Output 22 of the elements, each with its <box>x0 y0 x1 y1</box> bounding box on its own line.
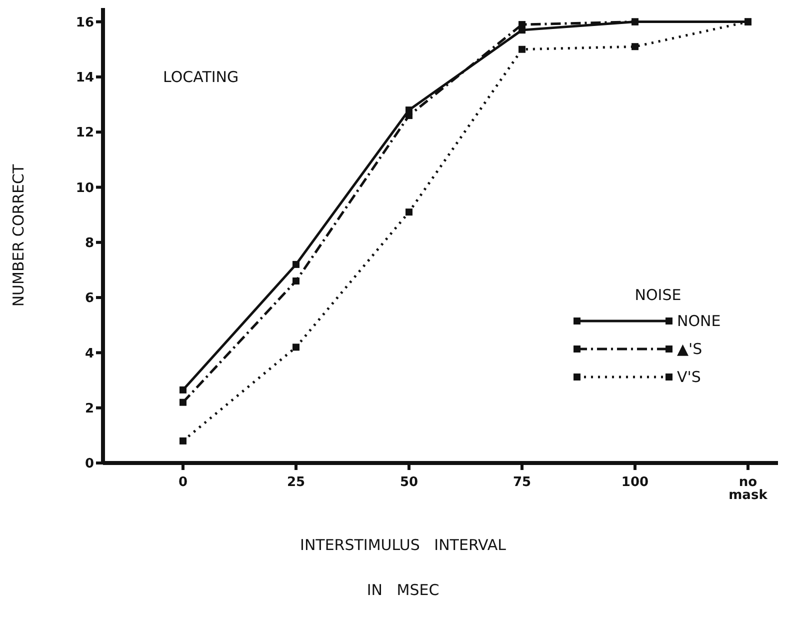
legend-label: V'S <box>677 368 701 386</box>
y-tick-label: 6 <box>84 291 94 306</box>
y-tick-label: 4 <box>84 346 94 362</box>
x-tick-label: 75 <box>512 475 532 490</box>
y-tick-label: 0 <box>84 456 94 472</box>
legend-label: ▲'S <box>677 340 702 358</box>
x-tick-label: 100 <box>621 475 649 490</box>
y-tick-label: 14 <box>76 70 94 86</box>
y-tick-label: 8 <box>84 236 94 252</box>
legend-title: NOISE <box>634 286 682 304</box>
y-tick-label: 12 <box>76 126 94 141</box>
legend-label: NONE <box>677 312 721 330</box>
y-tick-label: 10 <box>76 180 94 196</box>
y-tick-label: 2 <box>84 401 94 416</box>
y-axis-title: NUMBER CORRECT <box>9 163 28 307</box>
x-tick-label: 0 <box>178 475 188 490</box>
annotation: LOCATING <box>163 68 239 86</box>
text: INTERSTIMULUS INTERVAL IN MSEC <box>300 536 506 599</box>
x-tick-label: no mask <box>728 475 768 503</box>
x-tick-label: 50 <box>400 475 418 490</box>
y-tick-label: 16 <box>76 15 94 30</box>
x-tick-label: 25 <box>286 475 306 490</box>
